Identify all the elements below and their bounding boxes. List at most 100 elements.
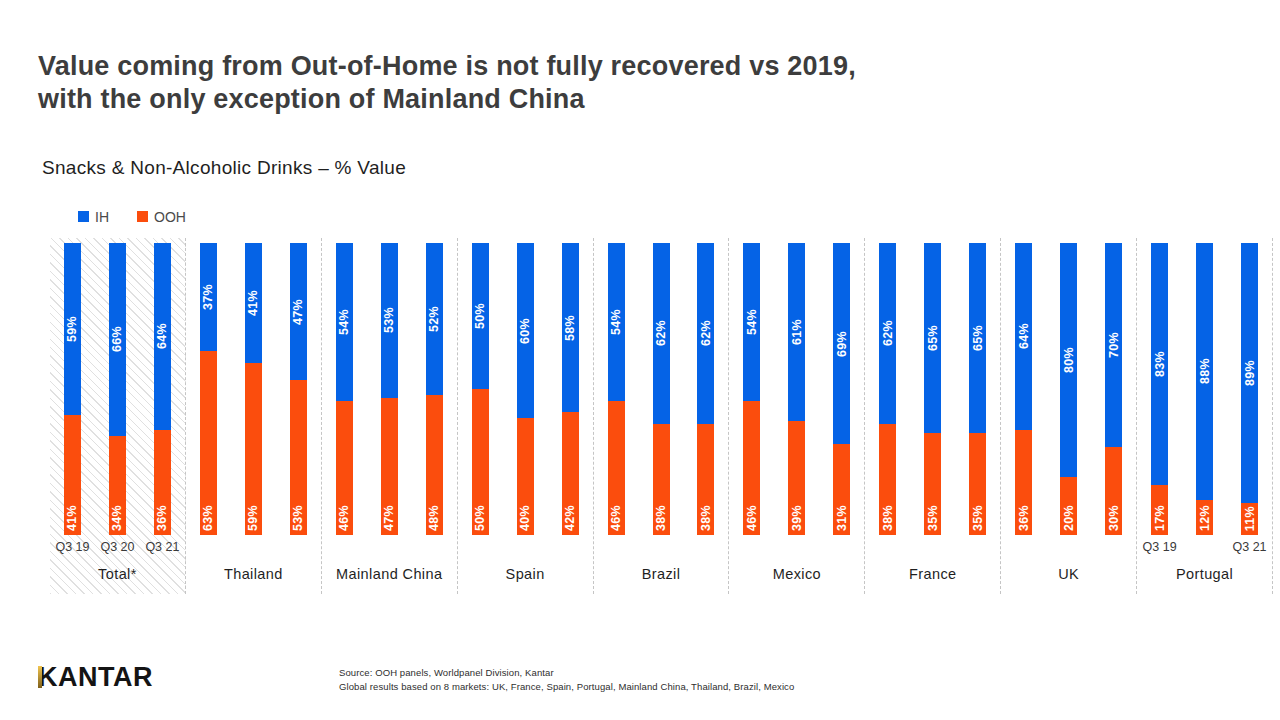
quarter-label: Q3 20 [95,540,140,554]
bar-cell: 59%41% [50,243,95,535]
stacked-bar: 83%17% [1151,243,1168,535]
stacked-bar: 64%36% [1015,243,1032,535]
stacked-bar: 69%31% [833,243,850,535]
ih-value-label: 54% [609,309,623,335]
quarter-label: Q3 19 [50,540,95,554]
ooh-segment: 50% [472,389,489,535]
kantar-logo: KANTAR [38,664,153,691]
stacked-bar: 64% 36% [154,243,171,535]
ih-segment: 89% [1241,243,1258,503]
market-label: Spain [458,566,593,582]
ooh-segment: 20% [1060,477,1077,535]
ih-value-label: 60% [518,318,532,344]
bar-cell: 53% 47% [367,243,412,535]
chart-group: 64%36%80%20%70%30%UK [1001,238,1137,594]
ooh-segment: 35% [924,433,941,535]
chart-group: 83%17%88%12%89%11%Q3 19Q3 21Portugal [1137,238,1273,594]
bar-cluster: 54%46%61%39%69%31% [729,243,864,535]
market-label: Mexico [729,566,864,582]
stacked-bar: 59%41% [64,243,81,535]
bar-cluster: 83%17% 88%12% 89%11% [1137,243,1272,535]
ooh-segment: 36% [1015,430,1032,535]
bar-cell: 89%11% [1227,243,1272,535]
stacked-bar: 62% 38% [879,243,896,535]
stacked-bar: 62%38% [697,243,714,535]
quarter-label: Q3 21 [1227,540,1272,554]
ooh-segment: 40% [517,418,534,535]
ih-segment: 41% [245,243,262,363]
ooh-segment: 17% [1151,485,1168,535]
ih-value-label: 62% [699,320,713,346]
ih-value-label: 41% [246,290,260,316]
bar-cluster: 62%38%65%35%65%35% [865,243,1000,535]
chart-group: 62%38%65%35%65%35%France [865,238,1001,594]
ooh-value-label: 53% [291,505,305,531]
ih-value-label: 52% [427,306,441,332]
ooh-segment: 12% [1196,500,1213,535]
ih-segment: 83% [1151,243,1168,485]
chart-group: 54%46%62%38%62%38%Brazil [594,238,730,594]
ih-segment: 37% [200,243,217,351]
ih-segment: 52% [426,243,443,395]
stacked-bar: 62%38% [653,243,670,535]
ooh-value-label: 38% [654,505,668,531]
ih-value-label: 62% [881,320,895,346]
stacked-bar: 52% 48% [426,243,443,535]
quarter-label: Q3 21 [140,540,185,554]
bar-cluster: 64%36%80%20%70%30% [1001,243,1136,535]
ooh-value-label: 31% [835,505,849,531]
quarter-labels-row [186,535,321,560]
ih-value-label: 58% [563,315,577,341]
stacked-bar: 70% 30% [1105,243,1122,535]
ooh-value-label: 35% [926,505,940,531]
quarter-labels-row [594,535,729,560]
bar-cell: 62% 38% [865,243,910,535]
slide-title-line1: Value coming from Out-of-Home is not ful… [38,50,1242,83]
bar-cluster: 50%50% 60% 40% 58% 42% [458,243,593,535]
ooh-segment: 47% [381,398,398,535]
bar-cell: 47%53% [276,243,321,535]
market-label: Mainland China [322,566,457,582]
legend-item-ooh: OOH [137,209,186,225]
quarter-labels-row [1001,535,1136,560]
bar-cell: 50%50% [458,243,503,535]
ih-segment: 62% [879,243,896,424]
ih-value-label: 65% [926,325,940,351]
ih-segment: 88% [1196,243,1213,500]
ooh-value-label: 36% [155,505,169,531]
bar-cluster: 59%41% 66%34% 64% 36% [50,243,185,535]
ooh-value-label: 47% [382,505,396,531]
ooh-value-label: 34% [110,505,124,531]
stacked-bar: 37% 63% [200,243,217,535]
kantar-logo-gold-bar [38,666,42,688]
ooh-segment: 46% [743,401,760,535]
ih-value-label: 64% [155,323,169,349]
source-line1: Source: OOH panels, Worldpanel Division,… [339,666,794,680]
ooh-color-swatch [137,211,148,222]
market-label: Thailand [186,566,321,582]
ooh-value-label: 46% [337,505,351,531]
ooh-segment: 31% [833,444,850,535]
ooh-segment: 46% [336,401,353,535]
bar-cell: 37% 63% [186,243,231,535]
ooh-segment: 46% [608,401,625,535]
ooh-segment: 39% [788,421,805,535]
stacked-bar: 58% 42% [562,243,579,535]
ih-value-label: 37% [201,284,215,310]
stacked-bar: 66%34% [109,243,126,535]
ooh-segment: 48% [426,395,443,535]
quarter-labels-row [458,535,593,560]
ih-segment: 70% [1105,243,1122,447]
ih-segment: 65% [924,243,941,433]
source-line2: Global results based on 8 markets: UK, F… [339,680,794,694]
stacked-bar: 60% 40% [517,243,534,535]
ih-segment: 54% [743,243,760,401]
footer: KANTAR Source: OOH panels, Worldpanel Di… [38,664,794,695]
ih-value-label: 53% [382,307,396,333]
ooh-value-label: 42% [563,505,577,531]
ooh-value-label: 41% [65,505,79,531]
ooh-value-label: 36% [1017,505,1031,531]
ooh-value-label: 38% [881,505,895,531]
ooh-value-label: 63% [201,505,215,531]
ooh-value-label: 30% [1107,505,1121,531]
